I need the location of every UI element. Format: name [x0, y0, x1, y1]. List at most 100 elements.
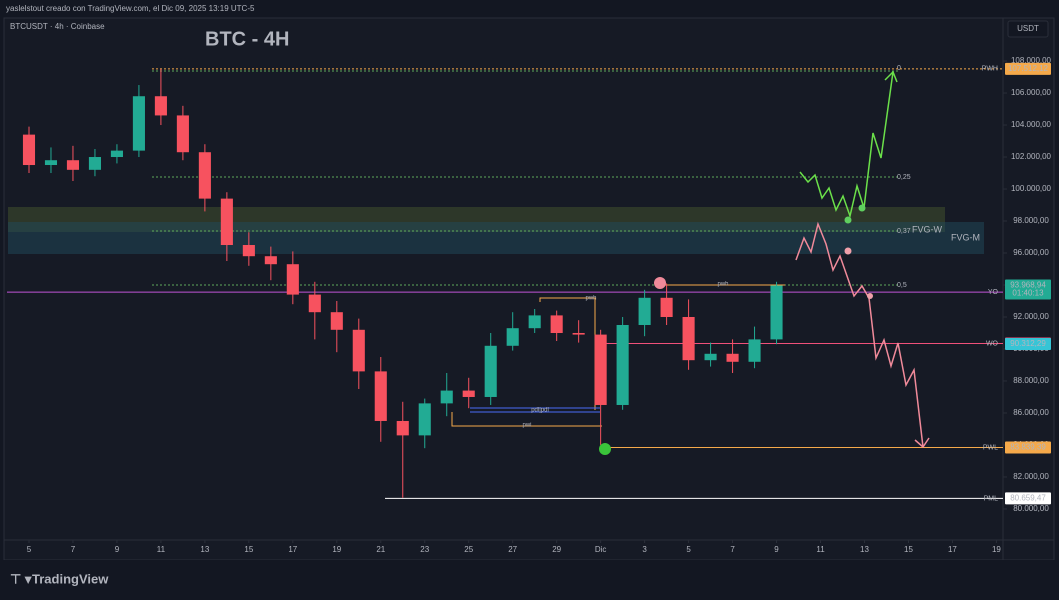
chart-title: BTC - 4H	[205, 28, 289, 50]
zone-label: FVG-W	[912, 224, 942, 234]
candle-body	[330, 312, 343, 330]
candle-body	[286, 264, 299, 295]
y-tick-label: 102.000,00	[1011, 152, 1052, 161]
y-tick-label: 96.000,00	[1013, 248, 1049, 257]
candle-body	[418, 403, 431, 436]
x-tick-label: 9	[115, 545, 120, 554]
annotation: pdl|pdl	[531, 408, 549, 414]
chart-pane	[3, 17, 1055, 561]
marker	[599, 443, 611, 455]
x-tick-label: 5	[27, 545, 32, 554]
candle-body	[704, 353, 717, 361]
x-tick-label: 27	[508, 545, 517, 554]
candle-body	[462, 390, 475, 397]
arrow-head	[884, 70, 898, 83]
x-tick-label: 19	[332, 545, 341, 554]
fvg-m-zone	[8, 222, 984, 254]
candle-body	[352, 329, 365, 372]
annotation: pwh	[717, 282, 728, 288]
x-tick-label: 5	[686, 545, 691, 554]
fib-label: 0	[897, 65, 901, 72]
candle-body	[308, 294, 321, 313]
candle-body	[748, 339, 761, 362]
marker	[858, 204, 866, 212]
fib-label: 0,25	[897, 174, 911, 181]
x-tick-label: Dic	[595, 545, 607, 554]
x-tick-label: 13	[860, 545, 869, 554]
marker	[867, 293, 873, 299]
currency: USDT	[1017, 24, 1039, 33]
fib-label: 0,37	[897, 228, 911, 235]
marker	[654, 277, 666, 289]
footer	[0, 560, 1059, 600]
y-tick-label: 92.000,00	[1013, 312, 1049, 321]
x-tick-label: 7	[71, 545, 76, 554]
candle-body	[396, 420, 409, 436]
level-label: YO	[988, 289, 999, 296]
x-tick-label: 29	[552, 545, 561, 554]
level-tag	[1005, 441, 1051, 454]
candle-body	[528, 315, 541, 329]
credit: yaslelstout creado con TradingView.com, …	[6, 4, 255, 13]
y-tick-label: 98.000,00	[1013, 216, 1049, 225]
annotation: pwh	[585, 296, 596, 302]
candle-body	[176, 115, 189, 153]
candle-body	[88, 157, 101, 170]
annotation-lines	[451, 284, 785, 427]
countdown: 01:40:13	[1012, 289, 1044, 298]
bull-projection	[799, 71, 894, 219]
y-tick-label: 80.000,00	[1013, 504, 1049, 513]
candle-body	[220, 198, 233, 246]
arrow-head	[914, 437, 930, 449]
x-tick-label: 15	[904, 545, 913, 554]
pwi-line	[451, 412, 602, 427]
currency-box[interactable]	[1007, 20, 1049, 38]
price-tag-label: 90.312,29	[1010, 339, 1046, 348]
candle-body	[110, 150, 123, 158]
level-tag	[1005, 62, 1051, 75]
x-tick-label: 13	[200, 545, 209, 554]
symbol: BTCUSDT · 4h · Coinbase	[10, 22, 105, 31]
plot: 80.000,0082.000,0084.000,0086.000,0088.0…	[7, 56, 1052, 554]
candle-body	[660, 297, 673, 317]
x-tick-label: 7	[730, 545, 735, 554]
candle-body	[44, 160, 58, 166]
level-value: 83.839,39	[1010, 443, 1046, 452]
candle-body	[572, 332, 585, 335]
y-tick-label: 82.000,00	[1013, 472, 1049, 481]
x-tick-label: 21	[376, 545, 385, 554]
x-tick-label: 15	[244, 545, 253, 554]
candle-body	[264, 256, 277, 265]
candle-body	[638, 297, 651, 325]
x-tick-label: 19	[992, 545, 1001, 554]
candle-body	[682, 316, 695, 361]
bear-projection	[795, 221, 924, 448]
candle-body	[154, 96, 167, 116]
level-tag	[1005, 492, 1051, 505]
zone-label: FVG-M	[951, 232, 980, 242]
y-tick-label: 88.000,00	[1013, 376, 1049, 385]
y-tick-label: 108.000,00	[1011, 56, 1052, 65]
candle-body	[22, 134, 36, 166]
candle-body	[616, 324, 629, 405]
x-tick-label: 23	[420, 545, 429, 554]
x-tick-label: 9	[774, 545, 779, 554]
candle-body	[550, 315, 563, 333]
level-value: 107.512,12	[1008, 64, 1049, 73]
marker	[844, 247, 852, 255]
annotation: pwi	[522, 423, 531, 429]
logo[interactable]: TradingView	[32, 571, 109, 586]
y-tick-label: 100.000,00	[1011, 184, 1052, 193]
candle-body	[66, 160, 80, 170]
candle-body	[198, 152, 211, 199]
x-tick-label: 17	[288, 545, 297, 554]
candle-body	[242, 245, 255, 257]
candle-body	[594, 334, 607, 405]
y-tick-label: 106.000,00	[1011, 88, 1052, 97]
x-tick-label: 25	[464, 545, 473, 554]
level-label: PWH	[982, 66, 998, 73]
candle-body	[440, 390, 453, 404]
candle-body	[484, 345, 497, 397]
candle-body	[506, 328, 519, 346]
